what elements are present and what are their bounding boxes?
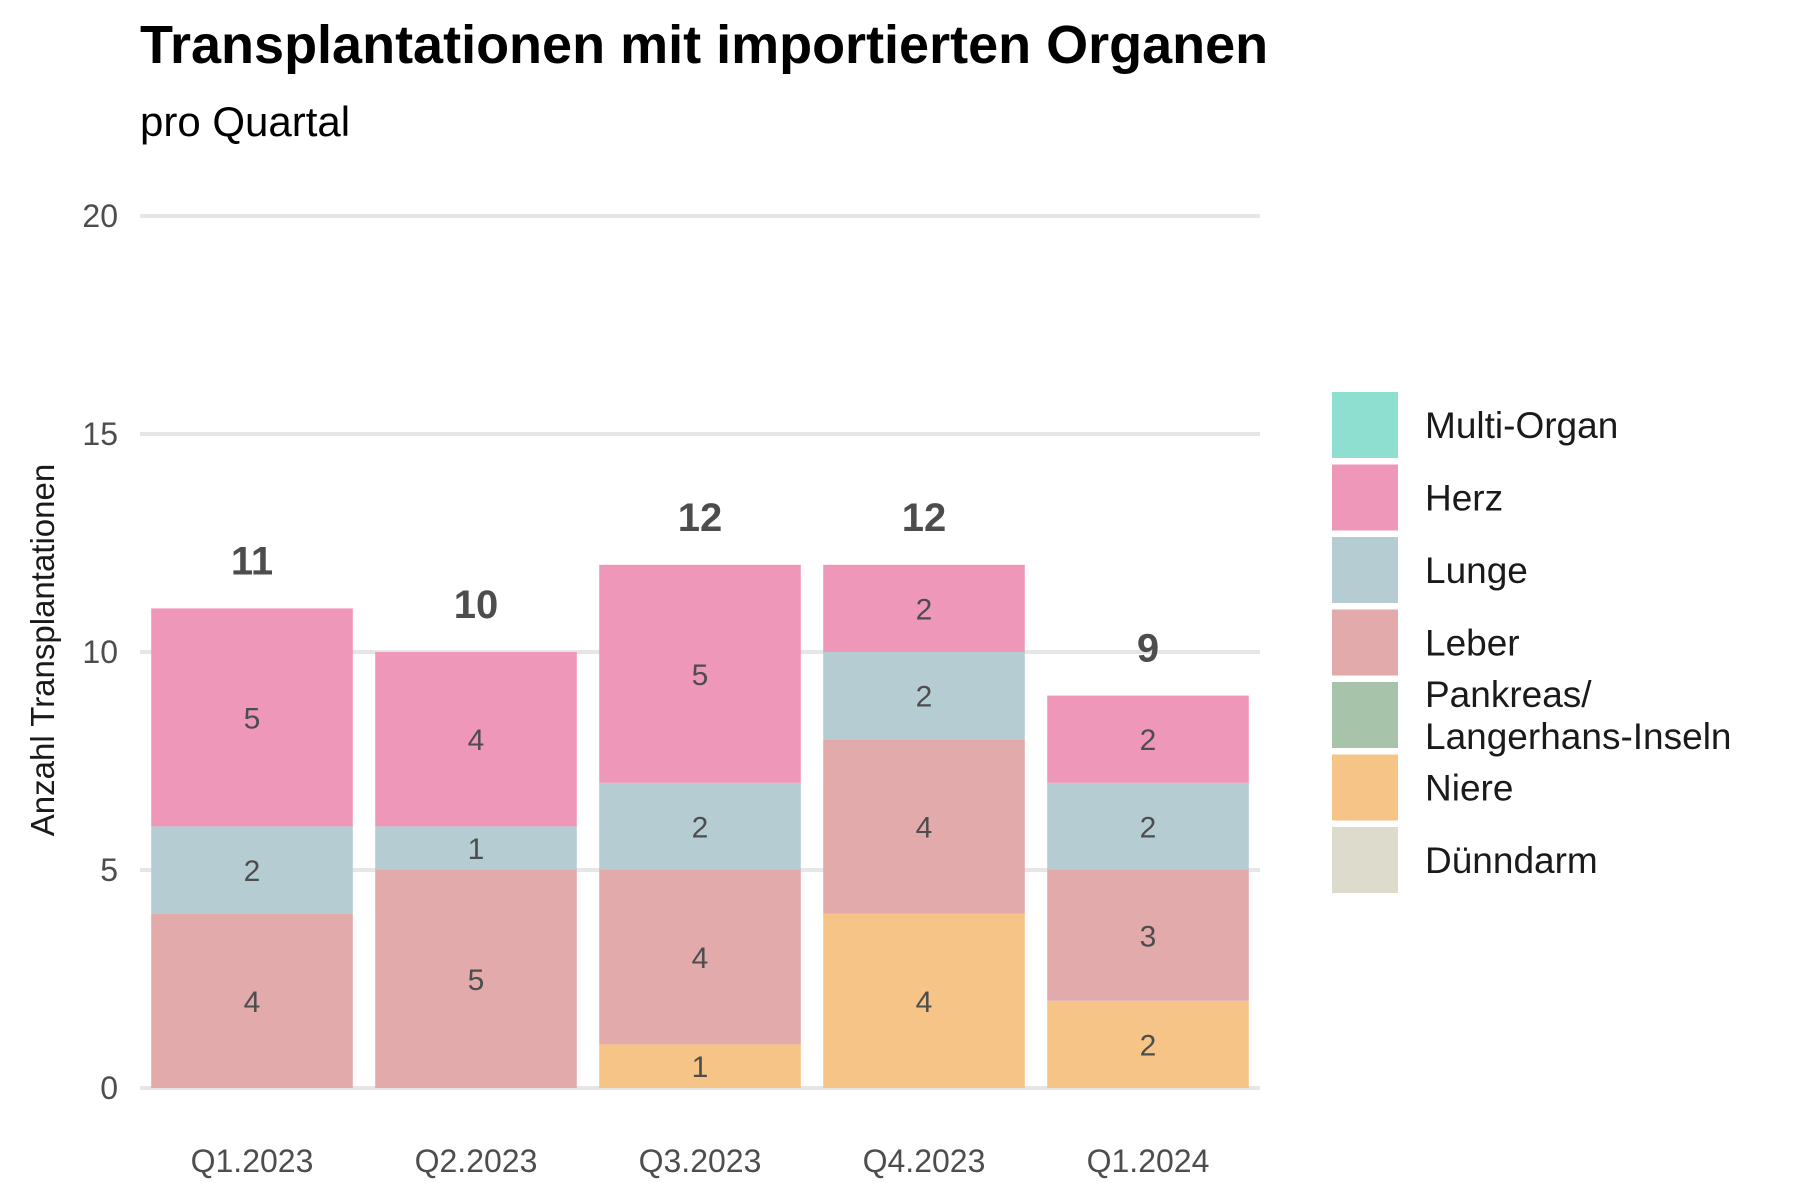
y-axis-title: Anzahl Transplantationen	[24, 464, 61, 836]
bar-segment	[1047, 782, 1249, 870]
segment-value-label: 2	[244, 855, 261, 888]
bar-total-label: 11	[231, 539, 273, 583]
y-tick-label: 20	[82, 198, 118, 234]
bar-segment	[1047, 870, 1249, 1001]
segment-value-label: 2	[916, 681, 933, 714]
bar-segment	[599, 1044, 801, 1088]
bar-total-label: 9	[1137, 627, 1159, 671]
y-tick-label: 10	[82, 634, 118, 670]
x-tick-label: Q4.2023	[863, 1143, 986, 1179]
segment-value-label: 4	[244, 986, 261, 1019]
legend-label: Pankreas/Langerhans-Inseln	[1425, 674, 1732, 757]
bar-total-label: 12	[678, 496, 723, 540]
segment-value-label: 2	[1140, 811, 1157, 844]
legend-label: Lunge	[1425, 550, 1528, 591]
segment-value-label: 2	[1140, 1029, 1157, 1062]
x-tick-label: Q3.2023	[639, 1143, 762, 1179]
bar-total-label: 12	[902, 496, 947, 540]
bar-segment	[823, 913, 1025, 1088]
legend: Multi-Organ Herz Lunge Leber Pankreas/Langer…	[1332, 392, 1732, 893]
legend-label: Niere	[1425, 768, 1513, 809]
legend-key	[1332, 827, 1398, 893]
bars: 4 2 5 5 1 4 1 4 2 5 4 4 2 2 2 3 2 2	[151, 564, 1249, 1088]
legend-label: Dünndarm	[1425, 840, 1598, 881]
segment-value-label: 5	[244, 702, 261, 735]
segment-value-label: 2	[1140, 724, 1157, 757]
y-tick-label: 15	[82, 416, 118, 452]
y-tick-label: 0	[100, 1070, 118, 1106]
x-tick-label: Q1.2023	[191, 1143, 314, 1179]
bar-segment	[375, 870, 577, 1088]
bar-totals: 11 10 12 12 9	[231, 496, 1159, 671]
bar-segment	[151, 826, 353, 914]
bar-segment	[1047, 695, 1249, 783]
legend-label: Multi-Organ	[1425, 405, 1618, 446]
legend-key	[1332, 682, 1398, 748]
segment-value-label: 5	[692, 659, 709, 692]
segment-value-label: 2	[692, 811, 709, 844]
legend-label: Herz	[1425, 478, 1503, 519]
legend-key	[1332, 754, 1398, 821]
bar-segment	[823, 564, 1025, 652]
segment-value-label: 1	[692, 1051, 709, 1084]
segment-value-label: 5	[468, 964, 485, 997]
bar-segment	[599, 782, 801, 870]
x-tick-label: Q1.2024	[1087, 1143, 1210, 1179]
legend-key	[1332, 392, 1398, 458]
x-tick-label: Q2.2023	[415, 1143, 538, 1179]
segment-value-label: 3	[1140, 920, 1157, 953]
bar-segment	[375, 826, 577, 870]
segment-value-label: 4	[916, 811, 933, 844]
segment-value-label: 2	[916, 593, 933, 626]
legend-key	[1332, 464, 1398, 531]
legend-label: Leber	[1425, 623, 1520, 664]
x-axis-ticks: Q1.2023 Q2.2023 Q3.2023 Q4.2023 Q1.2024	[191, 1143, 1210, 1179]
bar-segment	[599, 564, 801, 783]
bar-segment	[151, 608, 353, 827]
bar-segment	[1047, 1000, 1249, 1088]
y-axis-ticks: 0 5 10 15 20	[82, 198, 118, 1106]
legend-key	[1332, 609, 1398, 676]
segment-value-label: 4	[916, 986, 933, 1019]
legend-key	[1332, 537, 1398, 603]
bar-segment	[823, 739, 1025, 914]
segment-value-label: 4	[692, 942, 709, 975]
bar-segment	[151, 913, 353, 1088]
chart-title: Transplantationen mit importierten Organ…	[140, 15, 1269, 75]
chart-subtitle: pro Quartal	[140, 98, 351, 145]
bar-segment	[375, 652, 577, 827]
bar-total-label: 10	[454, 583, 499, 627]
segment-value-label: 4	[468, 724, 485, 757]
y-tick-label: 5	[100, 852, 118, 888]
bar-segment	[599, 870, 801, 1045]
segment-value-label: 1	[468, 833, 485, 866]
bar-segment	[823, 652, 1025, 740]
